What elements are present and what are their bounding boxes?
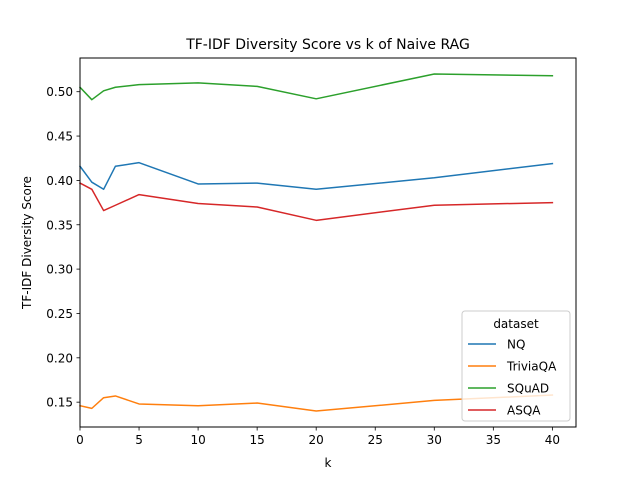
x-axis-label: k bbox=[325, 456, 332, 470]
y-axis-label: TF-IDF Diversity Score bbox=[20, 176, 34, 310]
series-line-asqa bbox=[78, 182, 554, 222]
legend-label-nq: NQ bbox=[507, 338, 525, 352]
legend-label-asqa: ASQA bbox=[507, 404, 541, 418]
x-tick-label: 40 bbox=[545, 433, 560, 447]
y-tick-label: 0.40 bbox=[46, 174, 73, 188]
y-tick-label: 0.25 bbox=[46, 307, 73, 321]
legend-items: NQ TriviaQA SQuAD ASQA bbox=[468, 338, 557, 418]
y-tick-label: 0.50 bbox=[46, 85, 73, 99]
legend-title: dataset bbox=[493, 317, 539, 331]
x-tick-label: 15 bbox=[250, 433, 265, 447]
series-line-squad bbox=[78, 73, 554, 101]
y-tick-label: 0.15 bbox=[46, 396, 73, 410]
x-tick-label: 35 bbox=[486, 433, 501, 447]
x-tick-label: 30 bbox=[427, 433, 442, 447]
legend-box bbox=[461, 310, 571, 422]
x-tick-label: 20 bbox=[309, 433, 324, 447]
legend-label-triviaqa: TriviaQA bbox=[506, 360, 557, 374]
y-tick-label: 0.30 bbox=[46, 263, 73, 277]
y-tick-label: 0.35 bbox=[46, 218, 73, 232]
x-tick-label: 10 bbox=[190, 433, 205, 447]
x-tick-label: 0 bbox=[76, 433, 84, 447]
y-tick-label: 0.45 bbox=[46, 130, 73, 144]
chart-title: TF-IDF Diversity Score vs k of Naive RAG bbox=[185, 37, 470, 53]
x-tick-label: 5 bbox=[135, 433, 143, 447]
legend-label-squad: SQuAD bbox=[507, 382, 549, 396]
series-line-triviaqa bbox=[79, 394, 554, 412]
plot-lines bbox=[78, 73, 554, 412]
y-tick-label: 0.20 bbox=[46, 351, 73, 365]
x-tick-label: 25 bbox=[368, 433, 383, 447]
x-axis: 0 5 10 15 20 25 30 35 40 bbox=[76, 427, 560, 447]
legend: dataset NQ TriviaQA SQuAD ASQA bbox=[461, 310, 571, 422]
y-axis: 0.15 0.20 0.25 0.30 0.35 0.40 0.45 0.50 bbox=[46, 85, 80, 410]
plot-frame bbox=[79, 57, 577, 428]
series-line-nq bbox=[78, 161, 554, 191]
